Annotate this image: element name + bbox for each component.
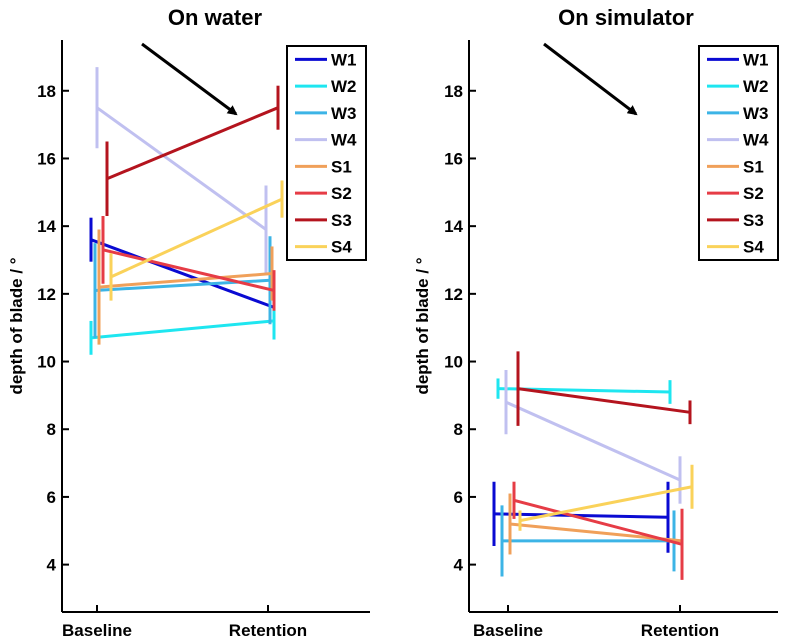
y-axis: 4 6 8 10 12 14 16 18	[444, 82, 463, 575]
x-tick-label: Baseline	[473, 621, 543, 640]
series-line-s2	[102, 248, 275, 292]
y-tick-label: 8	[47, 420, 56, 439]
legend-label: W4	[743, 131, 769, 150]
panel-on-simulator: On simulator depth of blade / ° 4 6 8 10…	[413, 5, 779, 640]
y-axis: 4 6 8 10 12 14 16 18	[37, 82, 56, 575]
series-line-s4	[519, 485, 693, 523]
y-tick-label: 8	[454, 420, 463, 439]
series-line-w2	[90, 319, 275, 340]
y-tick-label: 14	[37, 217, 56, 236]
legend-label: W3	[743, 104, 769, 123]
y-tick-label: 12	[444, 285, 463, 304]
x-axis: Baseline Retention	[62, 621, 307, 640]
x-tick-label: Retention	[641, 621, 719, 640]
series-line-s4	[110, 197, 283, 279]
series-line-w1	[493, 512, 669, 519]
y-tick-label: 12	[37, 285, 56, 304]
legend-label: W1	[331, 50, 357, 69]
legend-label: S3	[331, 211, 352, 230]
legend-box	[698, 45, 779, 261]
series-line-w4	[96, 106, 267, 231]
series-line-w4	[505, 400, 681, 482]
legend-label: W3	[331, 104, 357, 123]
y-tick-label: 4	[454, 556, 464, 575]
legend-label: W4	[331, 131, 357, 150]
series-line-s3	[517, 387, 691, 414]
panel-on-water: On water depth of blade / ° 4 6 8 10 12 …	[7, 5, 370, 640]
series-layer	[89, 67, 284, 355]
legend-box	[286, 45, 367, 261]
annotation-arrow	[141, 42, 238, 116]
y-tick-label: 14	[444, 217, 463, 236]
y-axis-label: depth of blade / °	[413, 257, 432, 394]
legend-label: S2	[743, 184, 764, 203]
y-tick-label: 6	[454, 488, 463, 507]
x-axis: Baseline Retention	[473, 621, 719, 640]
x-tick-label: Baseline	[62, 621, 132, 640]
legend-label: W2	[331, 77, 357, 96]
y-tick-label: 16	[444, 149, 463, 168]
series-line-w1	[90, 238, 275, 309]
legend-label: W2	[743, 77, 769, 96]
legend: W1 W2 W3 W4 S1 S2 S3 S4	[698, 45, 779, 261]
series-line-s3	[106, 106, 279, 181]
legend: W1 W2 W3 W4 S1 S2 S3 S4	[286, 45, 367, 261]
y-tick-label: 10	[37, 353, 56, 372]
y-tick-label: 10	[444, 353, 463, 372]
legend-label: S4	[331, 238, 352, 257]
y-tick-label: 16	[37, 149, 56, 168]
legend-label: S4	[743, 238, 764, 257]
y-axis-label: depth of blade / °	[7, 257, 26, 394]
x-tick-label: Retention	[229, 621, 307, 640]
series-line-s1	[98, 272, 273, 289]
legend-label: S2	[331, 184, 352, 203]
chart-title: On water	[168, 5, 263, 30]
y-tick-label: 18	[444, 82, 463, 101]
y-tick-label: 4	[47, 556, 57, 575]
y-tick-label: 18	[37, 82, 56, 101]
series-layer	[492, 351, 694, 580]
annotation-arrow	[543, 42, 638, 116]
series-line-s2	[513, 498, 683, 546]
legend-label: S1	[331, 157, 352, 176]
legend-label: S1	[743, 157, 764, 176]
chart-title: On simulator	[558, 5, 694, 30]
y-tick-label: 6	[47, 488, 56, 507]
legend-label: W1	[743, 50, 769, 69]
legend-label: S3	[743, 211, 764, 230]
